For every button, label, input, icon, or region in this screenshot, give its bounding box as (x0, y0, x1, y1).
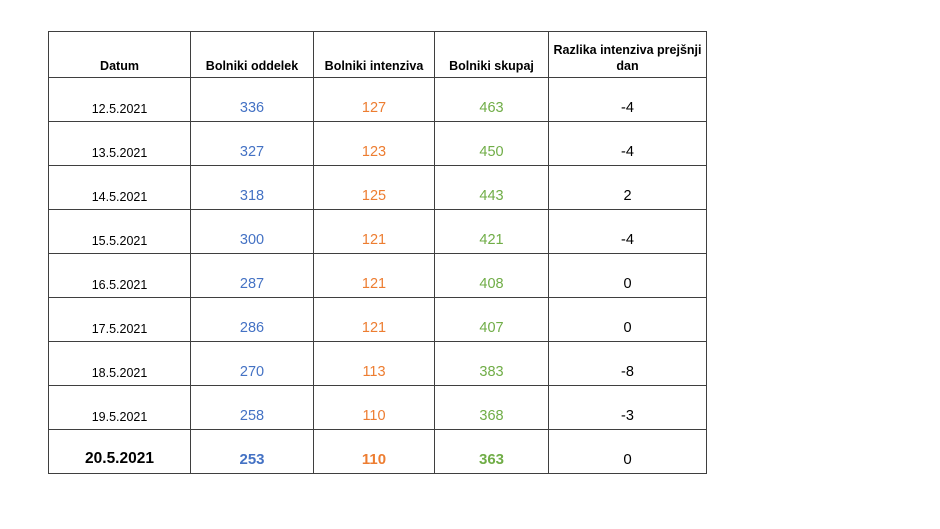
skupaj-value: 463 (434, 77, 549, 122)
intenziva-value: 127 (313, 77, 435, 122)
table-row: 19.5.2021 258 110 368 -3 (48, 385, 707, 430)
header-row: Datum Bolniki oddelek Bolniki intenziva … (48, 31, 707, 78)
razlika-value: -8 (548, 341, 707, 386)
razlika-value: -3 (548, 385, 707, 430)
patients-table-container: Datum Bolniki oddelek Bolniki intenziva … (48, 31, 707, 474)
oddelek-value: 258 (190, 385, 314, 430)
table-row: 16.5.2021 287 121 408 0 (48, 253, 707, 298)
razlika-value: -4 (548, 77, 707, 122)
skupaj-value: 421 (434, 209, 549, 254)
razlika-value: 0 (548, 253, 707, 298)
patients-table: Datum Bolniki oddelek Bolniki intenziva … (48, 31, 707, 474)
table-row: 17.5.2021 286 121 407 0 (48, 297, 707, 342)
header-razlika: Razlika intenziva prejšnji dan (548, 31, 707, 78)
header-oddelek: Bolniki oddelek (190, 31, 314, 78)
skupaj-value: 407 (434, 297, 549, 342)
intenziva-value: 110 (313, 385, 435, 430)
date-cell: 12.5.2021 (48, 77, 191, 122)
skupaj-value: 408 (434, 253, 549, 298)
intenziva-value: 125 (313, 165, 435, 210)
oddelek-value: 287 (190, 253, 314, 298)
header-intenziva: Bolniki intenziva (313, 31, 435, 78)
date-cell: 16.5.2021 (48, 253, 191, 298)
header-datum: Datum (48, 31, 191, 78)
table-row: 18.5.2021 270 113 383 -8 (48, 341, 707, 386)
date-cell: 20.5.2021 (48, 429, 191, 474)
oddelek-value: 336 (190, 77, 314, 122)
razlika-value: -4 (548, 121, 707, 166)
date-cell: 15.5.2021 (48, 209, 191, 254)
intenziva-value: 113 (313, 341, 435, 386)
razlika-value: 2 (548, 165, 707, 210)
intenziva-value: 121 (313, 297, 435, 342)
table-row: 13.5.2021 327 123 450 -4 (48, 121, 707, 166)
oddelek-value: 286 (190, 297, 314, 342)
oddelek-value: 270 (190, 341, 314, 386)
intenziva-value: 121 (313, 209, 435, 254)
skupaj-value: 450 (434, 121, 549, 166)
date-cell: 13.5.2021 (48, 121, 191, 166)
header-skupaj: Bolniki skupaj (434, 31, 549, 78)
oddelek-value: 253 (190, 429, 314, 474)
skupaj-value: 363 (434, 429, 549, 474)
oddelek-value: 318 (190, 165, 314, 210)
intenziva-value: 121 (313, 253, 435, 298)
skupaj-value: 368 (434, 385, 549, 430)
date-cell: 17.5.2021 (48, 297, 191, 342)
date-cell: 18.5.2021 (48, 341, 191, 386)
table-row: 14.5.2021 318 125 443 2 (48, 165, 707, 210)
oddelek-value: 300 (190, 209, 314, 254)
intenziva-value: 110 (313, 429, 435, 474)
table-row-latest: 20.5.2021 253 110 363 0 (48, 429, 707, 474)
table-row: 12.5.2021 336 127 463 -4 (48, 77, 707, 122)
intenziva-value: 123 (313, 121, 435, 166)
razlika-value: 0 (548, 429, 707, 474)
razlika-value: 0 (548, 297, 707, 342)
table-row: 15.5.2021 300 121 421 -4 (48, 209, 707, 254)
skupaj-value: 383 (434, 341, 549, 386)
razlika-value: -4 (548, 209, 707, 254)
oddelek-value: 327 (190, 121, 314, 166)
date-cell: 19.5.2021 (48, 385, 191, 430)
date-cell: 14.5.2021 (48, 165, 191, 210)
skupaj-value: 443 (434, 165, 549, 210)
